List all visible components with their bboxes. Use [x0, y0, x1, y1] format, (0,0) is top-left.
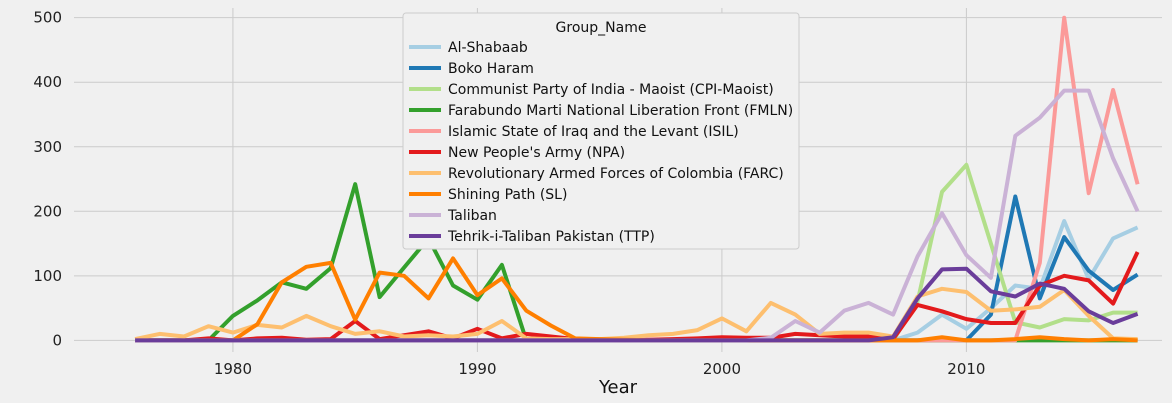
legend-label: Al-Shabaab	[448, 40, 528, 56]
y-tick-label: 100	[33, 267, 62, 285]
y-tick-label: 200	[33, 202, 62, 220]
x-axis-label: Year	[598, 377, 638, 398]
series-line-6	[134, 286, 1138, 342]
legend-box	[402, 12, 800, 250]
legend-label: Revolutionary Armed Forces of Colombia (…	[448, 166, 784, 182]
legend-label: New People's Army (NPA)	[448, 145, 625, 161]
y-tick-label: 400	[33, 73, 62, 91]
x-tick-label: 1990	[458, 360, 496, 378]
legend-label: Taliban	[447, 208, 497, 224]
legend-label: Tehrik-i-Taliban Pakistan (TTP)	[447, 229, 655, 245]
x-tick-label: 1980	[214, 360, 252, 378]
legend-label: Shining Path (SL)	[448, 187, 567, 203]
legend-label: Farabundo Marti National Liberation Fron…	[448, 103, 793, 119]
legend-items: Al-Shabaab Boko Haram Communist Party of I…	[409, 40, 793, 245]
series-line-7	[135, 256, 1138, 343]
x-tick-label: 2010	[947, 360, 985, 378]
y-axis-ticks: 0 100 200 300 400 500	[33, 9, 62, 350]
x-axis-ticks: 1980 1990 2000 2010	[214, 360, 986, 378]
x-tick-label: 2000	[703, 360, 741, 378]
y-tick-label: 300	[33, 138, 62, 156]
y-tick-label: 0	[52, 331, 62, 349]
series-line-9	[135, 266, 1139, 343]
y-tick-label: 500	[33, 9, 62, 27]
series-lines	[134, 15, 1140, 343]
legend-label: Islamic State of Iraq and the Levant (IS…	[448, 124, 739, 140]
legend: Group_Name Al-Shabaab Boko Haram Communist…	[402, 12, 800, 250]
legend-title: Group_Name	[556, 20, 647, 36]
legend-label: Communist Party of India - Maoist (CPI-M…	[448, 82, 774, 98]
legend-label: Boko Haram	[448, 61, 534, 77]
